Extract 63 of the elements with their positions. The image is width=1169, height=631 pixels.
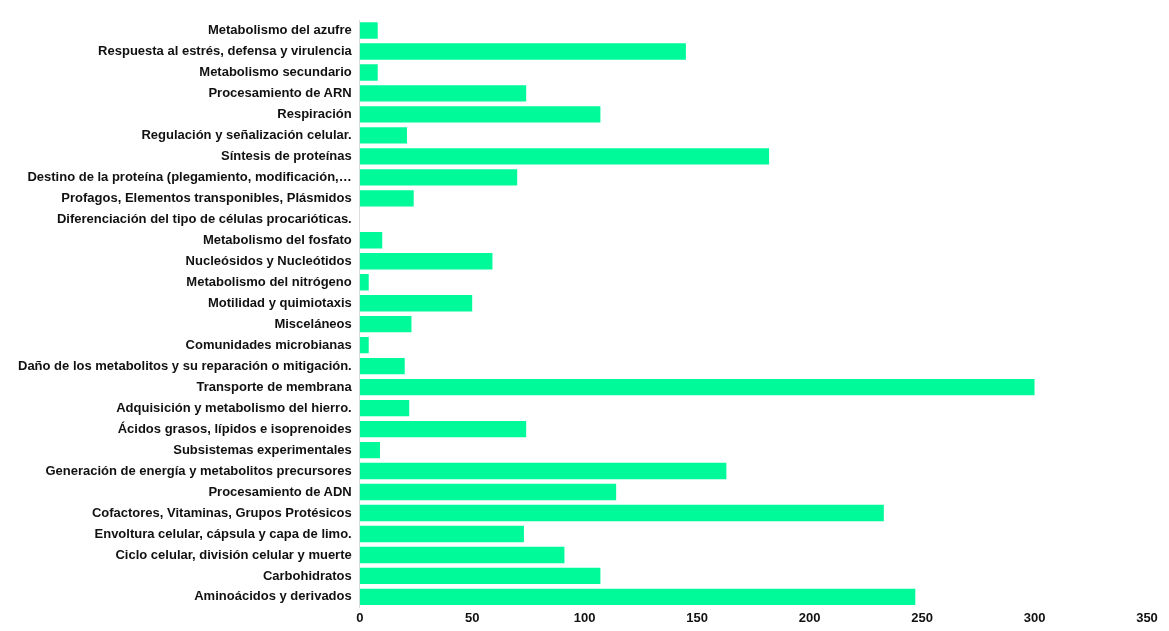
x-tick-label: 200 [798, 609, 821, 625]
x-tick-label: 0 [356, 609, 364, 625]
bar [359, 169, 518, 186]
y-tick-label: Respiración [277, 105, 352, 121]
y-tick-label: Destino de la proteína (plegamiento, modificación,… [27, 168, 352, 184]
y-tick-label: Subsistemas experimentales [173, 441, 352, 457]
y-tick-label: Síntesis de proteínas [220, 147, 352, 163]
bar [359, 148, 770, 165]
bar [359, 232, 383, 249]
bar [359, 483, 617, 501]
bar [359, 546, 565, 564]
bar [359, 253, 493, 270]
y-tick-label: Procesamiento de ARN [208, 85, 352, 100]
y-tick-label: Motilidad y quimiotaxis [207, 294, 352, 310]
bar [359, 190, 414, 207]
bar [359, 22, 378, 39]
bar [359, 85, 527, 102]
y-tick-label: Misceláneos [274, 315, 352, 331]
bar [359, 106, 601, 123]
y-tick-label: Metabolismo del azufre [207, 22, 352, 38]
bar [359, 567, 601, 585]
y-tick-label: Diferenciación del tipo de células procarióticas. [56, 210, 352, 226]
y-tick-label: Profagos, Elementos transponibles, Plásmidos [61, 189, 352, 205]
y-tick-label: Respuesta al estrés, defensa y virulencia [98, 43, 353, 59]
bar [359, 336, 369, 354]
y-tick-label: Nucleósidos y Nucleótidos [185, 252, 352, 268]
bar [359, 420, 527, 438]
y-tick-label: Ácidos grasos, lípidos e isoprenoides [117, 420, 352, 436]
y-tick-label: Metabolismo del nitrógeno [186, 273, 352, 289]
y-tick-label: Comunidades microbianas [185, 336, 352, 352]
y-tick-label: Envoltura celular, cápsula y capa de limo. [94, 525, 352, 541]
bar [359, 295, 473, 312]
bar [359, 378, 1035, 396]
bar [359, 588, 916, 606]
y-tick-label: Adquisición y metabolismo del hierro. [116, 399, 352, 415]
bar [359, 525, 524, 543]
bar [359, 64, 378, 81]
bar [359, 504, 884, 522]
bar [359, 357, 405, 375]
y-tick-label: Ciclo celular, división celular y muerte [115, 546, 352, 562]
y-tick-label: Cofactores, Vitaminas, Grupos Protésicos [91, 504, 352, 520]
x-tick-label: 350 [1136, 609, 1158, 625]
bar [359, 274, 369, 291]
y-tick-label: Transporte de membrana [196, 378, 353, 394]
bar [359, 399, 410, 417]
y-tick-label: Metabolismo del fosfato [202, 231, 352, 247]
bar [359, 127, 407, 144]
y-tick-label: Aminoácidos y derivados [194, 588, 352, 604]
x-tick-label: 300 [1023, 609, 1046, 625]
x-tick-label: 50 [464, 609, 480, 625]
bar [359, 43, 686, 60]
y-tick-label: Daño de los metabolitos y su reparación o mitigación. [18, 357, 352, 373]
y-tick-label: Metabolismo secundario [199, 64, 352, 80]
bar [359, 316, 412, 333]
y-tick-label: Carbohidratos [262, 567, 352, 583]
y-tick-label: Procesamiento de ADN [208, 483, 352, 499]
x-tick-label: 100 [573, 609, 596, 625]
bar [359, 441, 380, 459]
bar [359, 462, 727, 480]
x-tick-label: 150 [686, 609, 708, 625]
y-tick-label: Generación de energía y metabolitos precursores [45, 462, 352, 478]
y-tick-label: Regulación y señalización celular. [141, 126, 352, 142]
x-tick-label: 250 [911, 609, 933, 625]
